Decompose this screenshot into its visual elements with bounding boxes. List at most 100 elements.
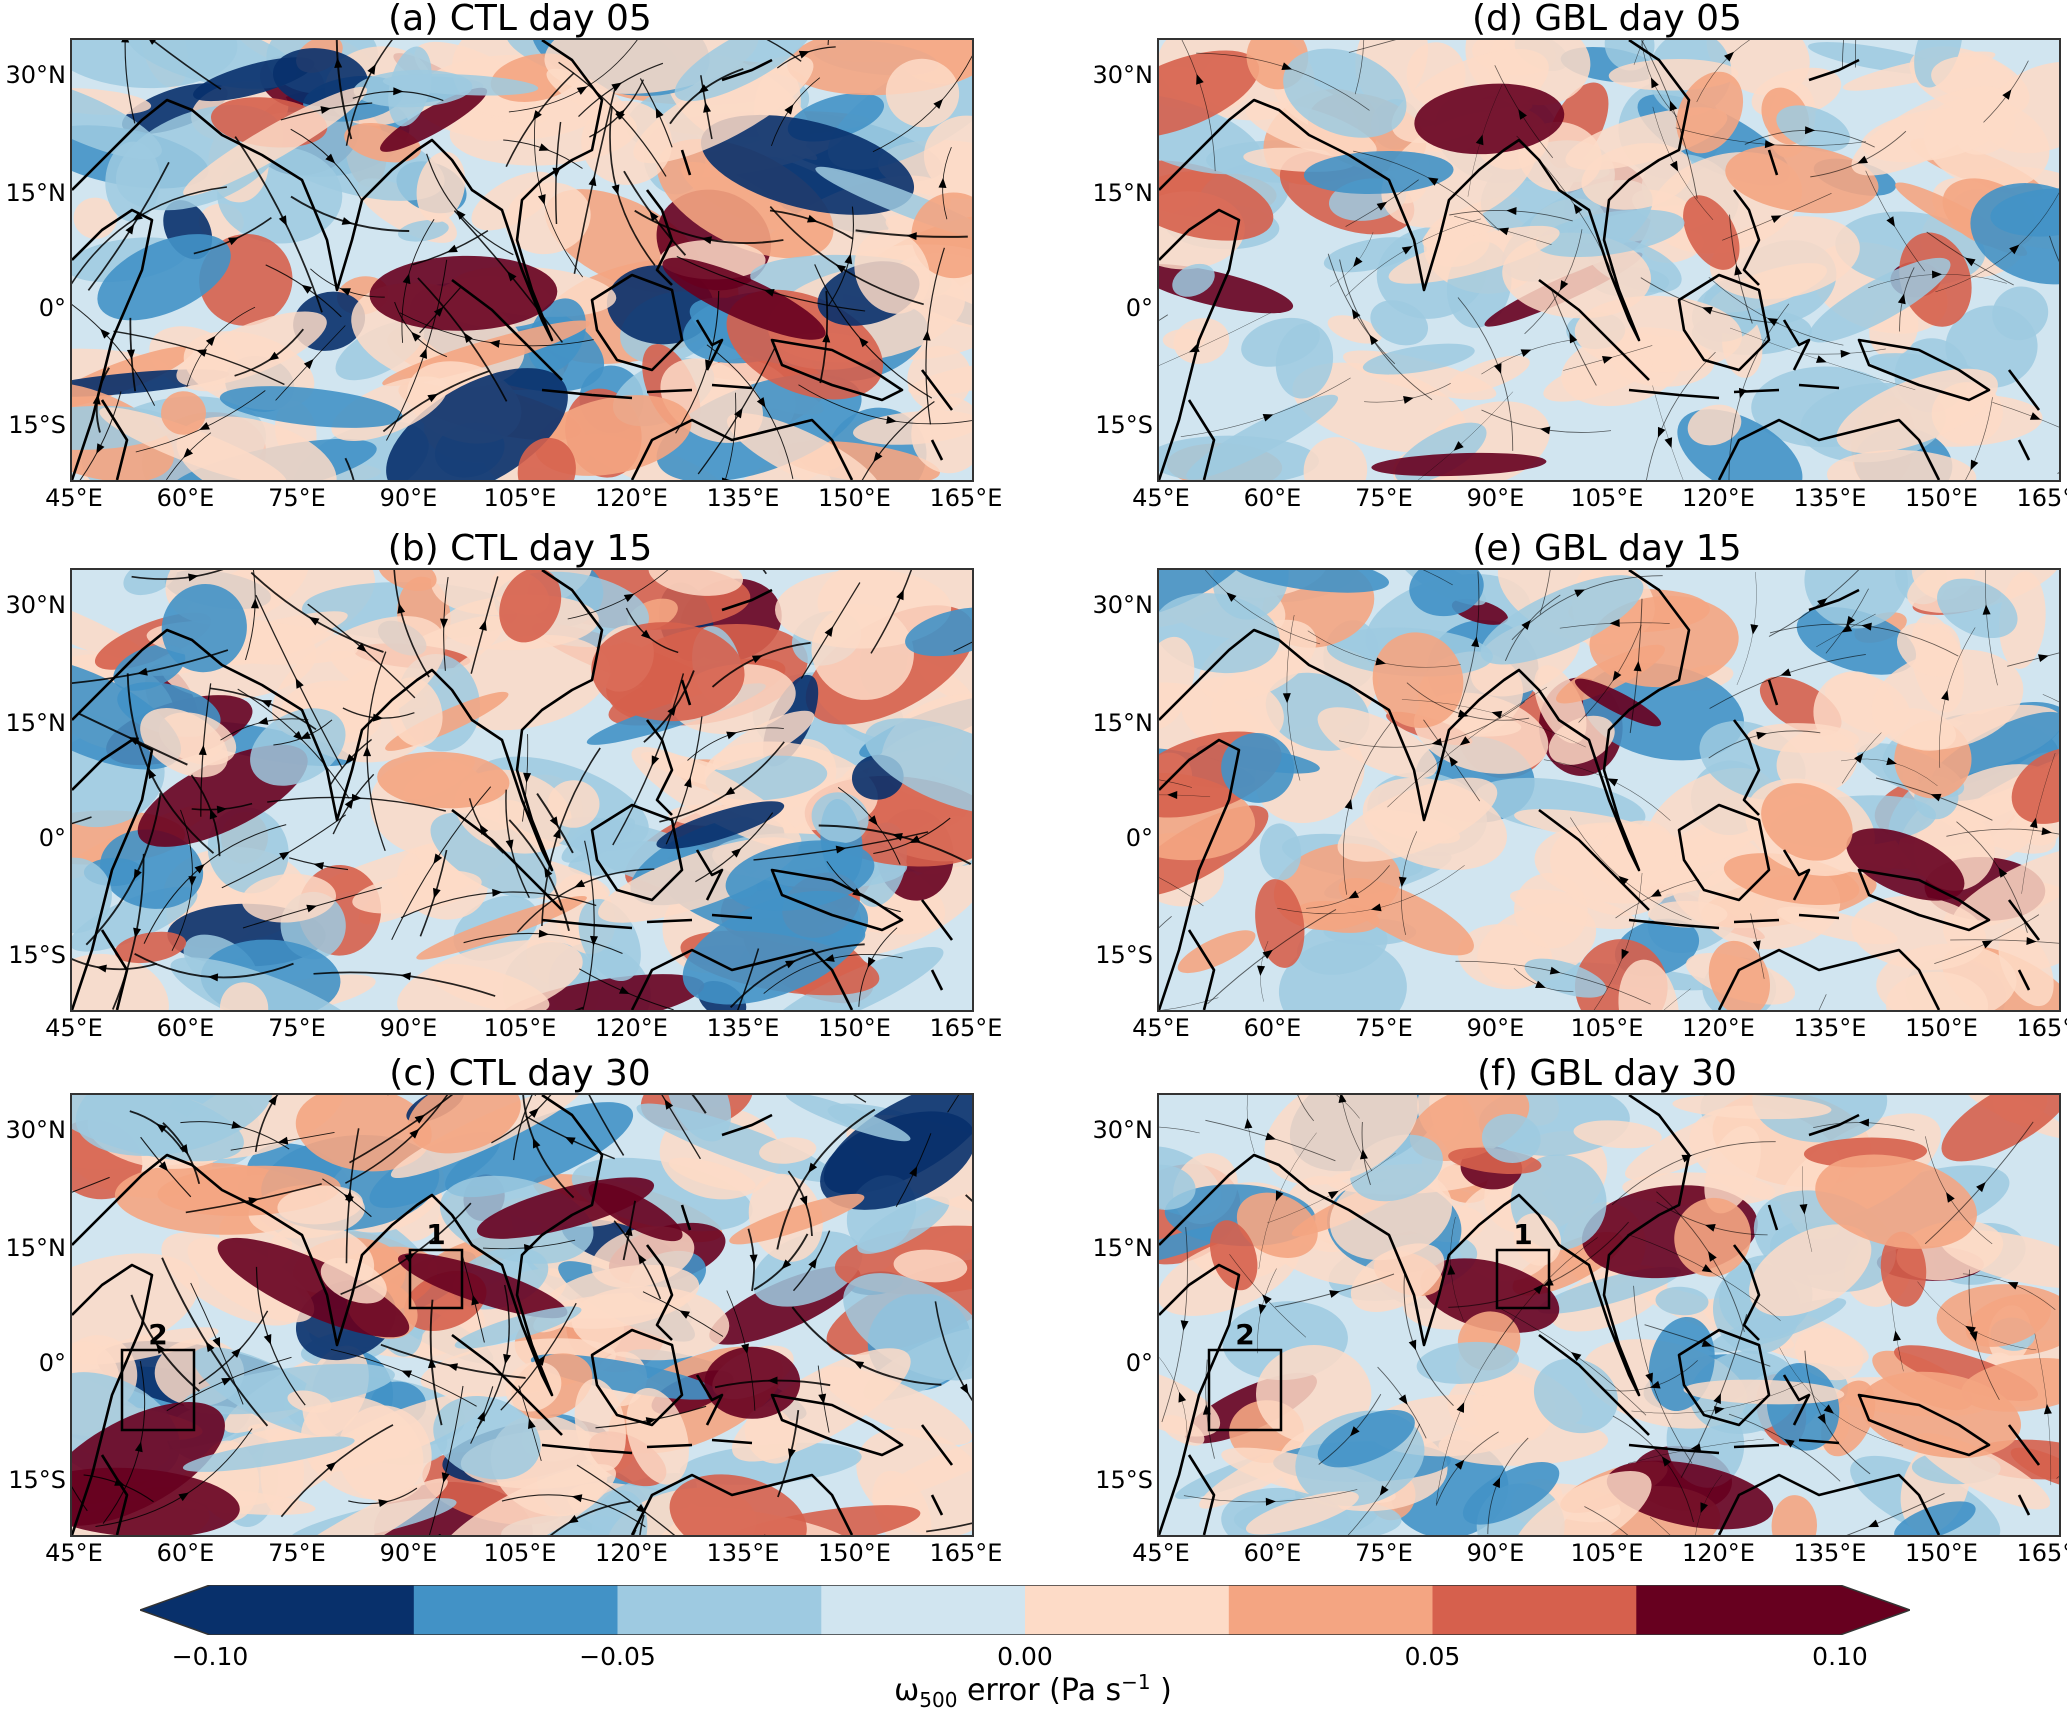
colorbar-tick-label: −0.05: [579, 1642, 656, 1671]
lon-tick-label: 75°E: [252, 1014, 342, 1042]
lon-tick-label: 150°E: [810, 484, 900, 512]
lat-tick-label: 15°N: [1087, 179, 1153, 207]
lon-tick-label: 120°E: [1674, 1014, 1764, 1042]
region-box-label: 1: [1513, 1218, 1532, 1251]
lon-tick-label: 165°E: [2008, 1539, 2067, 1567]
lon-tick-label: 90°E: [1451, 1014, 1541, 1042]
colorbar-tick-label: 0.10: [1812, 1642, 1868, 1671]
lat-tick-label: 15°N: [0, 1234, 66, 1262]
lat-tick-label: 0°: [1087, 294, 1153, 322]
lon-tick-label: 150°E: [1897, 1014, 1987, 1042]
colorbar-extend-max: [1840, 1585, 1910, 1635]
colorbar-extend-min: [140, 1585, 210, 1635]
lat-tick-label: 30°N: [1087, 591, 1153, 619]
lon-tick-label: 60°E: [1228, 484, 1318, 512]
colorbar-segment: [821, 1585, 1025, 1635]
colorbar-segment: [1229, 1585, 1433, 1635]
lat-tick-label: 15°N: [1087, 709, 1153, 737]
lat-tick-label: 15°N: [0, 179, 66, 207]
lon-tick-label: 135°E: [698, 484, 788, 512]
lon-tick-label: 90°E: [1451, 1539, 1541, 1567]
lon-tick-label: 45°E: [1116, 484, 1206, 512]
lon-tick-label: 60°E: [141, 484, 231, 512]
lon-tick-label: 150°E: [1897, 484, 1987, 512]
lon-tick-label: 165°E: [921, 484, 1011, 512]
lon-tick-label: 105°E: [1562, 1539, 1652, 1567]
lon-tick-label: 120°E: [587, 1014, 677, 1042]
lat-tick-label: 30°N: [0, 61, 66, 89]
lat-tick-label: 15°N: [0, 709, 66, 737]
lon-tick-label: 60°E: [141, 1539, 231, 1567]
lon-tick-label: 90°E: [364, 1014, 454, 1042]
lat-tick-label: 30°N: [0, 1116, 66, 1144]
lon-tick-label: 75°E: [1339, 484, 1429, 512]
lat-tick-label: 0°: [1087, 824, 1153, 852]
lon-tick-label: 120°E: [587, 484, 677, 512]
lat-tick-label: 15°S: [0, 411, 66, 439]
lat-tick-label: 15°S: [0, 1466, 66, 1494]
lat-tick-label: 0°: [0, 294, 66, 322]
lon-tick-label: 60°E: [1228, 1014, 1318, 1042]
lon-tick-label: 150°E: [810, 1539, 900, 1567]
omega-error-map: [1159, 570, 2059, 1010]
panel-title: (f) GBL day 30: [1157, 1053, 2057, 1094]
lon-tick-label: 150°E: [1897, 1539, 1987, 1567]
colorbar-segment: [1636, 1585, 1840, 1635]
panel-title: (e) GBL day 15: [1157, 528, 2057, 569]
panel-title: (d) GBL day 05: [1157, 0, 2057, 39]
lat-tick-label: 0°: [1087, 1349, 1153, 1377]
lon-tick-label: 105°E: [1562, 484, 1652, 512]
lon-tick-label: 165°E: [921, 1014, 1011, 1042]
omega-error-map: [1159, 40, 2059, 480]
lon-tick-label: 60°E: [141, 1014, 231, 1042]
lon-tick-label: 165°E: [2008, 1014, 2067, 1042]
lon-tick-label: 45°E: [1116, 1014, 1206, 1042]
lon-tick-label: 60°E: [1228, 1539, 1318, 1567]
lon-tick-label: 120°E: [1674, 1539, 1764, 1567]
lon-tick-label: 45°E: [29, 484, 119, 512]
colorbar-label: ω500 error (Pa s−1 ): [894, 1670, 1172, 1712]
omega-error-map: 12: [72, 1095, 972, 1535]
lon-tick-label: 135°E: [1785, 484, 1875, 512]
lon-tick-label: 90°E: [364, 1539, 454, 1567]
lat-tick-label: 0°: [0, 824, 66, 852]
lon-tick-label: 105°E: [475, 484, 565, 512]
lon-tick-label: 120°E: [587, 1539, 677, 1567]
colorbar-tick-label: −0.10: [172, 1642, 249, 1671]
streamline-arrow: [121, 40, 129, 43]
colorbar-tick-label: 0.05: [1405, 1642, 1461, 1671]
lat-tick-label: 15°S: [1087, 941, 1153, 969]
colorbar-segment: [1433, 1585, 1637, 1635]
panel-title: (b) CTL day 15: [70, 528, 970, 569]
lon-tick-label: 45°E: [1116, 1539, 1206, 1567]
colorbar-segment: [414, 1585, 618, 1635]
lon-tick-label: 135°E: [698, 1539, 788, 1567]
lon-tick-label: 135°E: [1785, 1539, 1875, 1567]
lon-tick-label: 165°E: [921, 1539, 1011, 1567]
lon-tick-label: 165°E: [2008, 484, 2067, 512]
colorbar-segment: [1025, 1585, 1229, 1635]
lon-tick-label: 90°E: [364, 484, 454, 512]
lon-tick-label: 75°E: [1339, 1539, 1429, 1567]
omega-error-map: [72, 40, 972, 480]
colorbar: [140, 1585, 1910, 1645]
lon-tick-label: 120°E: [1674, 484, 1764, 512]
lon-tick-label: 105°E: [475, 1539, 565, 1567]
lat-tick-label: 30°N: [0, 591, 66, 619]
lat-tick-label: 0°: [0, 1349, 66, 1377]
panel-title: (c) CTL day 30: [70, 1053, 970, 1094]
lon-tick-label: 105°E: [475, 1014, 565, 1042]
lon-tick-label: 150°E: [810, 1014, 900, 1042]
lat-tick-label: 15°S: [1087, 411, 1153, 439]
region-box-label: 2: [148, 1318, 167, 1351]
lon-tick-label: 90°E: [1451, 484, 1541, 512]
lon-tick-label: 45°E: [29, 1539, 119, 1567]
lat-tick-label: 15°S: [1087, 1466, 1153, 1494]
lat-tick-label: 30°N: [1087, 1116, 1153, 1144]
omega-error-map: [72, 570, 972, 1010]
lon-tick-label: 105°E: [1562, 1014, 1652, 1042]
lat-tick-label: 30°N: [1087, 61, 1153, 89]
region-box-label: 1: [426, 1218, 445, 1251]
